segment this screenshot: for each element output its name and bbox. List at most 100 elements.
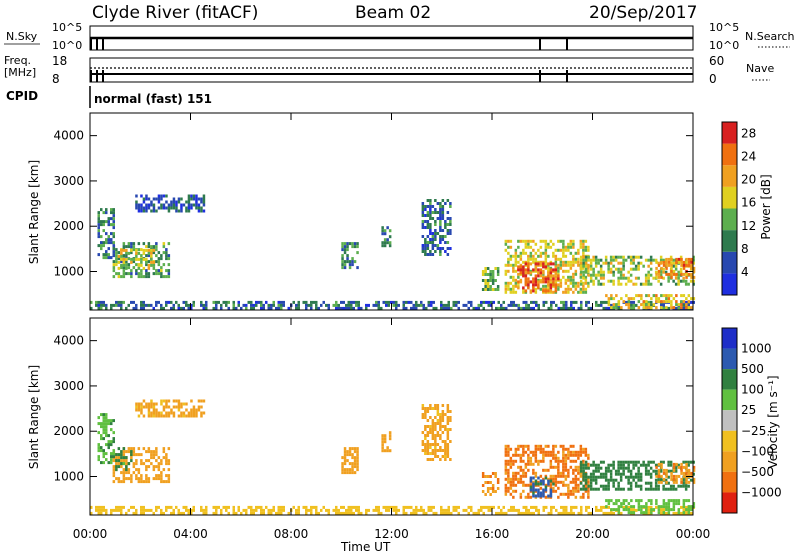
velocity-scatter-cell (582, 495, 585, 499)
velocity-scatter-cell (675, 480, 678, 484)
power-scatter-cell (117, 260, 121, 264)
velocity-scatter-cell (135, 459, 138, 463)
velocity-scatter-cell (490, 505, 493, 509)
velocity-scatter-cell (157, 468, 161, 472)
velocity-scatter-cell (617, 460, 620, 464)
velocity-scatter-cell (587, 484, 590, 488)
power-scatter-cell (522, 286, 525, 290)
velocity-scatter-cell (682, 511, 686, 515)
velocity-scatter-cell (582, 459, 585, 463)
power-scatter-cell (680, 257, 683, 261)
power-scatter-cell (639, 282, 643, 286)
velocity-scatter-cell (182, 414, 186, 418)
power-scatter-cell (569, 251, 573, 255)
velocity-scatter-cell (592, 460, 595, 464)
velocity-scatter-cell (509, 465, 513, 469)
power-scatter-cell (514, 254, 518, 258)
power-scatter-cell (117, 266, 121, 270)
velocity-scatter-cell (110, 455, 113, 459)
power-scatter-cell (240, 306, 243, 310)
velocity-scatter-cell (431, 449, 435, 452)
power-scatter-cell (619, 282, 623, 286)
velocity-scatter-cell (657, 471, 661, 475)
power-scatter-cell (552, 254, 555, 258)
power-scatter-cell (587, 284, 590, 288)
nave-tick-top: 60 (709, 54, 724, 68)
power-scatter-cell (192, 197, 196, 201)
velocity-scatter-cell (280, 508, 283, 512)
power-scatter-cell (535, 303, 538, 307)
power-scatter-cell (342, 300, 345, 304)
power-scatter-cell (175, 300, 178, 304)
power-scatter-cell (544, 280, 548, 284)
power-scatter-cell (582, 264, 585, 268)
velocity-scatter-cell (652, 460, 655, 464)
power-scatter-cell (280, 306, 283, 310)
power-scatter-cell (547, 283, 550, 287)
velocity-scatter-cell (582, 463, 585, 467)
power-scatter-cell (594, 258, 598, 262)
velocity-scatter-cell (504, 468, 508, 472)
power-scatter-cell (115, 300, 118, 304)
power-scatter-cell (247, 300, 250, 304)
power-scatter-cell (637, 261, 640, 265)
power-scatter-cell (572, 263, 575, 267)
velocity-scatter-cell (446, 404, 450, 407)
velocity-scatter-cell (486, 487, 490, 490)
power-scatter-cell (157, 206, 161, 210)
power-scatter-cell (632, 267, 635, 271)
velocity-scatter-cell (599, 466, 603, 470)
velocity-scatter-cell (387, 508, 390, 512)
power-scatter-cell (357, 303, 360, 307)
power-scatter-cell (335, 300, 338, 304)
power-scatter-cell (147, 266, 151, 270)
power-scatter-cell (684, 279, 688, 283)
power-scatter-cell (315, 300, 318, 304)
velocity-scatter-cell (514, 477, 518, 481)
velocity-scatter-cell (660, 505, 663, 509)
velocity-scatter-cell (527, 456, 530, 460)
velocity-scatter-cell (167, 480, 171, 484)
velocity-scatter-cell (584, 487, 588, 491)
velocity-scatter-cell (594, 469, 598, 473)
velocity-scatter-cell (446, 431, 450, 434)
velocity-scatter-cell (441, 404, 445, 407)
power-scatter-cell (431, 217, 435, 220)
power-scatter-cell (351, 257, 354, 261)
velocity-scatter-cell (105, 416, 108, 420)
power-scatter-cell (587, 266, 590, 270)
velocity-scatter-cell (637, 502, 641, 506)
velocity-scatter-cell (630, 511, 633, 515)
velocity-scatter-cell (431, 425, 435, 428)
power-colorbar-segment (722, 251, 737, 274)
velocity-scatter-cell (424, 443, 427, 446)
power-scatter-cell (125, 257, 128, 261)
velocity-scatter-cell (110, 428, 113, 432)
power-scatter-cell (692, 255, 695, 259)
power-scatter-cell (446, 199, 450, 202)
velocity-scatter-cell (162, 450, 166, 454)
velocity-scatter-cell (429, 452, 432, 455)
velocity-scatter-cell (215, 511, 218, 515)
velocity-scatter-cell (441, 431, 445, 434)
power-scatter-cell (110, 232, 113, 236)
power-scatter-cell (352, 306, 355, 310)
power-scatter-cell (160, 203, 163, 207)
power-scatter-cell (277, 300, 280, 304)
power-scatter-cell (405, 300, 408, 304)
velocity-scatter-cell (187, 508, 190, 512)
power-scatter-cell (100, 208, 103, 212)
power-scatter-cell (664, 270, 668, 274)
velocity-scatter-cell (657, 462, 661, 466)
velocity-scatter-cell (157, 462, 161, 466)
velocity-scatter-cell (426, 449, 430, 452)
velocity-scatter-cell (504, 450, 508, 454)
power-scatter-cell (424, 226, 427, 229)
power-scatter-cell (662, 300, 666, 304)
velocity-scatter-cell (537, 459, 540, 463)
power-scatter-cell (350, 306, 353, 310)
velocity-scatter-cell (381, 434, 384, 438)
velocity-scatter-cell (520, 511, 523, 515)
velocity-scatter-cell (127, 450, 131, 454)
velocity-scatter-cell (650, 502, 653, 506)
